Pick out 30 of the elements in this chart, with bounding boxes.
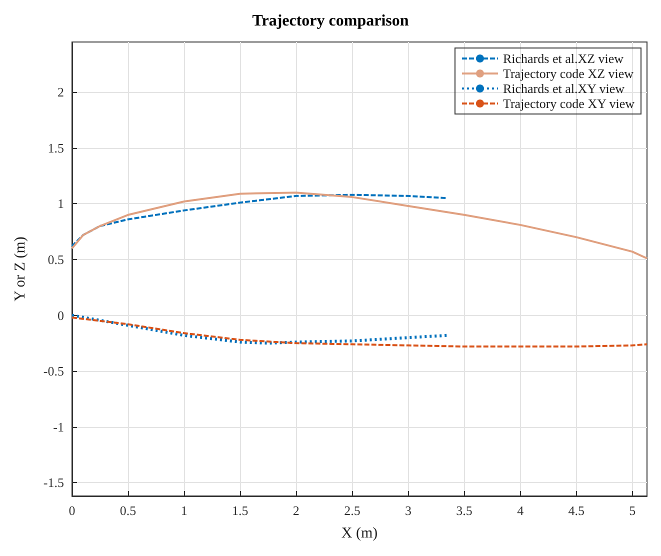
- x-tick-label: 1.5: [232, 503, 248, 518]
- x-tick-label: 3: [405, 503, 412, 518]
- y-axis-title: Y or Z (m): [12, 236, 28, 302]
- x-tick-label: 3.5: [456, 503, 472, 518]
- line-series: [71, 194, 448, 248]
- line-series: [71, 192, 648, 260]
- line-series: [70, 314, 449, 345]
- y-tick-label: 0.5: [48, 252, 64, 268]
- x-tick-label: 0: [68, 503, 76, 518]
- x-axis-title: X (m): [341, 526, 378, 542]
- y-tick-label: -1.5: [43, 475, 64, 490]
- y-tick-label: -1: [53, 419, 64, 434]
- x-tick-label: 4.5: [568, 503, 585, 518]
- y-tick-label: 0: [58, 308, 64, 323]
- x-tick-label: 5: [629, 503, 636, 518]
- legend-label: Trajectory code XZ view: [502, 66, 634, 81]
- x-tick-label: 1: [180, 503, 188, 518]
- y-tick-label: 2: [58, 84, 64, 100]
- y-tick-label: -0.5: [43, 364, 64, 379]
- legend-label: Trajectory code XY view: [502, 96, 636, 111]
- line-series: [71, 316, 648, 348]
- x-tick-label: 0.5: [120, 503, 136, 518]
- legend-label: Richards et al.XZ view: [502, 51, 624, 66]
- chart-title: Trajectory comparison: [252, 12, 409, 30]
- x-tick-label: 2: [292, 503, 300, 518]
- y-tick-label: 1.5: [48, 140, 64, 156]
- x-tick-label: 2.5: [344, 503, 360, 518]
- x-tick-label: 4: [517, 503, 524, 518]
- legend-label: Richards et al.XY view: [502, 81, 626, 96]
- y-tick-label: 1: [58, 196, 64, 212]
